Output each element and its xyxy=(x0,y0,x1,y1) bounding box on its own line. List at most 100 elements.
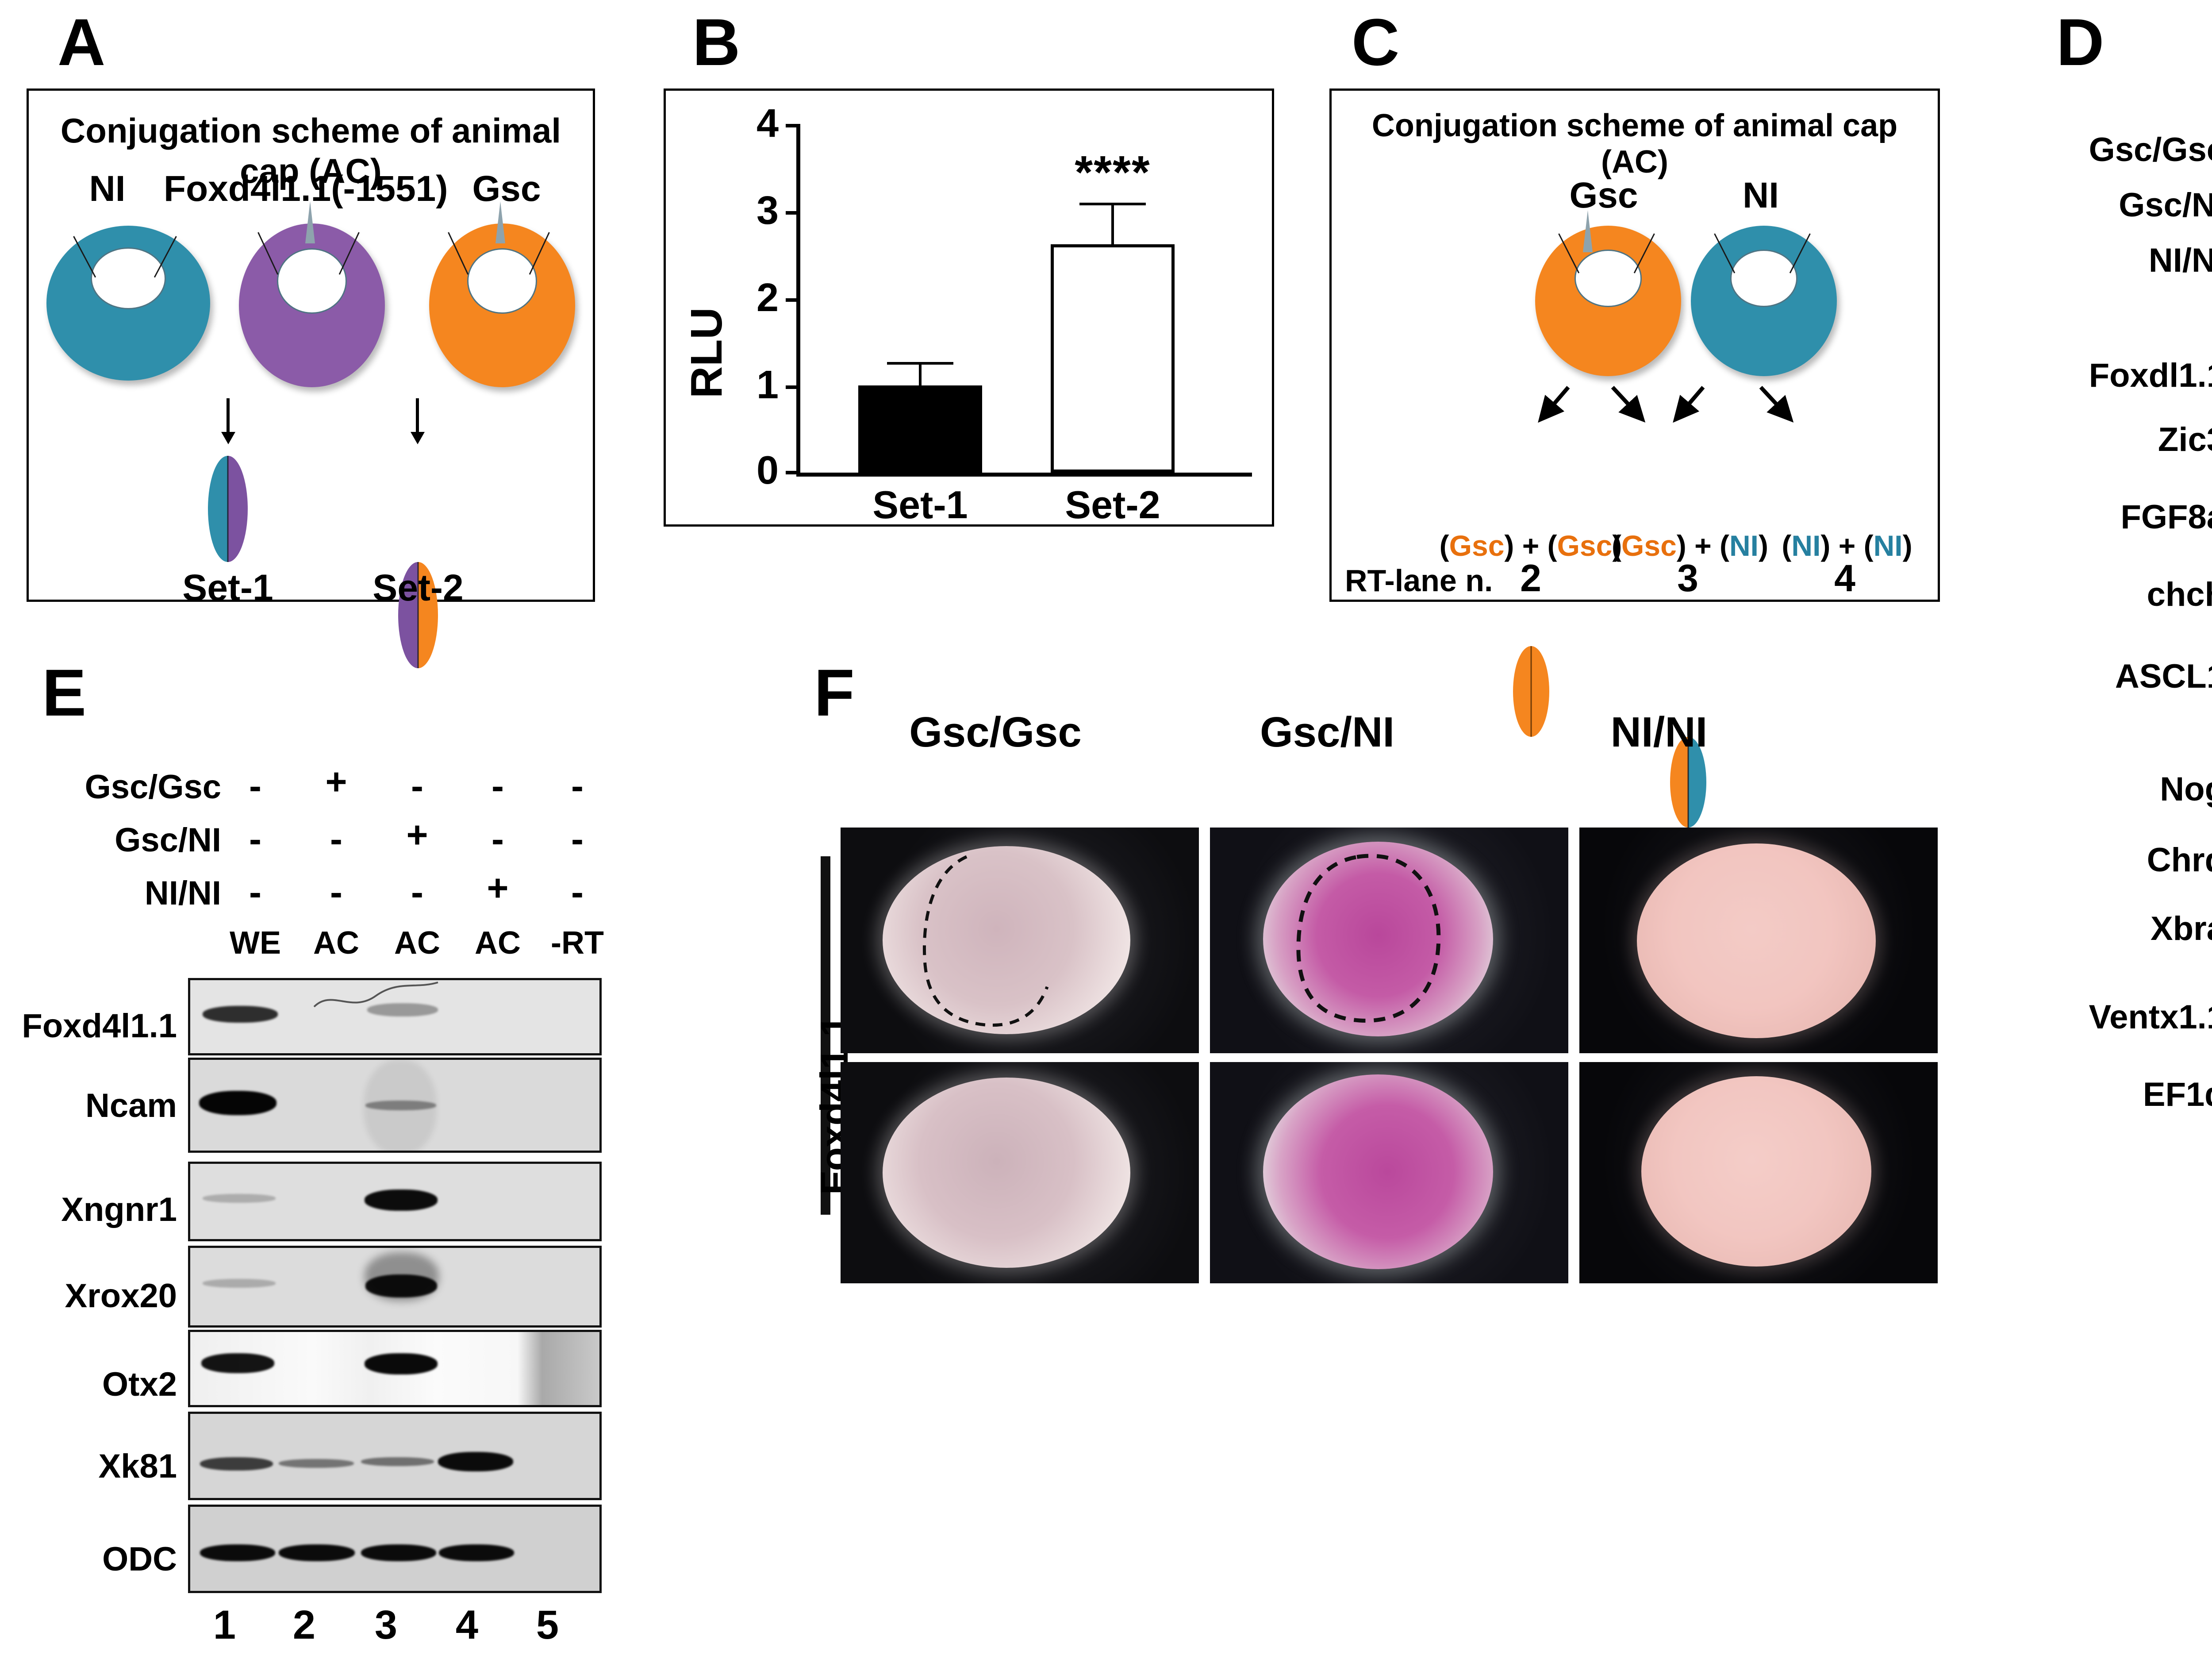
y-tick-label-2: 2 xyxy=(756,276,779,320)
bar-set-2 xyxy=(1051,244,1175,473)
gel-band xyxy=(200,1544,275,1561)
panel-e-gene-label-ncam: Ncam xyxy=(85,1087,177,1124)
cap-label-ni: NI xyxy=(89,169,126,209)
error-cap-set-2 xyxy=(1079,203,1146,205)
panel-e-gel-xngnr1 xyxy=(188,1162,602,1241)
y-tick-label-4: 4 xyxy=(756,101,779,146)
conjugate-label-set2: Set-2 xyxy=(373,567,464,608)
panel-e-lane-number-4: 4 xyxy=(455,1602,479,1648)
panel-e-gene-label-xk81: Xk81 xyxy=(98,1447,177,1485)
y-tick-label-0: 0 xyxy=(756,448,779,493)
panel-f-side-bracket xyxy=(821,856,830,1215)
gel-band xyxy=(438,1452,513,1471)
panel-d-letter: D xyxy=(2056,5,2104,79)
formula-gsc-gsc: (Gsc) + (Gsc) xyxy=(1433,529,1628,562)
conjugation-arrows xyxy=(1538,385,1794,423)
panel-b-letter: B xyxy=(692,5,741,79)
gel-band xyxy=(365,1353,438,1374)
y-tick-1 xyxy=(786,385,797,389)
panel-e-mark-r2c0: - xyxy=(249,871,261,913)
injection-needle-icon xyxy=(1583,210,1593,252)
panel-d-row-label-gsc-gsc: Gsc/Gsc xyxy=(2089,131,2212,169)
animal-cap-gsc xyxy=(429,201,575,387)
explant-outline-dashed xyxy=(1296,854,1441,1023)
explant-body xyxy=(1263,1074,1493,1269)
error-bar-set-1 xyxy=(919,363,922,387)
panel-d-gene-label-chch: chch xyxy=(2147,576,2212,613)
gel-band xyxy=(365,1190,438,1211)
gel-band xyxy=(203,1006,278,1023)
y-axis-label: RLU xyxy=(682,307,731,398)
rt-lane-row-label: RT-lane n. xyxy=(1345,563,1493,598)
panel-f-explant-ni-ni-top xyxy=(1579,828,1938,1053)
formula-gsc-ni: (Gsc) + (NI) xyxy=(1593,529,1787,562)
gel-band xyxy=(203,1279,276,1288)
panel-c-title: Conjugation scheme of animal cap (AC) xyxy=(1371,108,1898,180)
panel-d-gene-label-ef1a: EF1α xyxy=(2143,1076,2212,1113)
explant-body xyxy=(1637,843,1876,1038)
formula-part: NI xyxy=(1873,529,1903,562)
panel-f-explant-gsc-gsc-bottom xyxy=(841,1062,1199,1283)
panel-a-title: Conjugation scheme of animal cap (AC) xyxy=(60,111,561,190)
gel-band xyxy=(279,1544,355,1561)
panel-e-letter: E xyxy=(42,655,87,730)
panel-f-column-label-gsc-ni: Gsc/NI xyxy=(1260,708,1395,756)
formula-part: ) + ( xyxy=(1820,529,1874,562)
animal-cap-gsc-c xyxy=(1535,210,1681,376)
y-tick-2 xyxy=(786,298,797,302)
panel-d-gene-label-ascl1: ASCL1 xyxy=(2115,658,2212,695)
conjugate-set1 xyxy=(208,456,248,562)
panel-d-row-label-ni-ni: NI/NI xyxy=(2148,242,2212,279)
conjugate-set2 xyxy=(398,562,438,668)
animal-cap-ni xyxy=(46,226,210,381)
formula-part: NI xyxy=(1729,529,1759,562)
panel-e-gel-ncam xyxy=(188,1058,602,1153)
panel-e-mark-r2c4: - xyxy=(571,871,584,913)
panel-e-row-label-gsc-ni: Gsc/NI xyxy=(115,821,221,859)
y-axis xyxy=(796,124,800,476)
y-tick-4 xyxy=(786,124,797,127)
conjugate-label-set1: Set-1 xyxy=(182,567,273,608)
cap-label-ni-c: NI xyxy=(1743,175,1779,216)
arrow-to-set2 xyxy=(416,398,419,433)
gel-band xyxy=(365,1101,436,1110)
panel-e-mark-r0c0: - xyxy=(249,765,261,807)
formula-part: NI xyxy=(1791,529,1821,562)
formula-part: ( xyxy=(1782,529,1792,562)
panel-e-row-label-gsc-gsc: Gsc/Gsc xyxy=(84,768,221,806)
panel-e-lane-number-3: 3 xyxy=(374,1602,398,1648)
panel-e-gel-odc xyxy=(188,1505,602,1593)
formula-part: ) xyxy=(1902,529,1912,562)
panel-e-gene-label-otx2: Otx2 xyxy=(102,1366,177,1403)
gel-band xyxy=(365,1274,437,1297)
panel-d-gene-label-ventx11: Ventx1.1 xyxy=(2089,998,2212,1036)
panel-e-mark-r0c3: - xyxy=(492,765,504,807)
panel-e-gel-foxd4l11 xyxy=(188,978,602,1055)
panel-d-gene-label-xbra: Xbra xyxy=(2151,910,2212,947)
panel-e-col-header-ac3: AC xyxy=(475,925,521,961)
rt-lane-number-4: 4 xyxy=(1834,557,1855,600)
panel-e-row-label-ni-ni: NI/NI xyxy=(144,874,221,912)
gel-band xyxy=(201,1353,274,1373)
cap-label-gsc-c: Gsc xyxy=(1569,175,1638,216)
gel-band xyxy=(203,1194,276,1203)
explant-outline-dashed xyxy=(922,855,1049,1027)
panel-d-gene-label-foxdl1: Foxdl1.1 xyxy=(2089,357,2212,394)
panel-e-mark-r0c4: - xyxy=(571,765,584,807)
y-tick-0 xyxy=(786,471,797,474)
panel-d-gene-label-zic3: Zic3 xyxy=(2158,421,2212,458)
y-tick-label-3: 3 xyxy=(756,189,779,233)
panel-a-letter: A xyxy=(58,5,106,79)
x-tick-label-set-2: Set-2 xyxy=(1065,483,1160,527)
formula-part: Gsc xyxy=(1449,529,1505,562)
error-cap-set-1 xyxy=(887,362,953,365)
formula-part: Gsc xyxy=(1557,529,1613,562)
panel-e-mark-r2c3: + xyxy=(487,867,509,908)
formula-part: ) + ( xyxy=(1504,529,1557,562)
panel-d-row-label-gsc-ni: Gsc/NI xyxy=(2119,186,2212,224)
panel-e-lane-number-1: 1 xyxy=(213,1602,236,1648)
panel-e-mark-r1c4: - xyxy=(571,818,584,860)
injection-needle-icon xyxy=(305,201,315,243)
panel-e-gene-label-xrox20: Xrox20 xyxy=(65,1277,177,1315)
formula-part: Gsc xyxy=(1621,529,1677,562)
